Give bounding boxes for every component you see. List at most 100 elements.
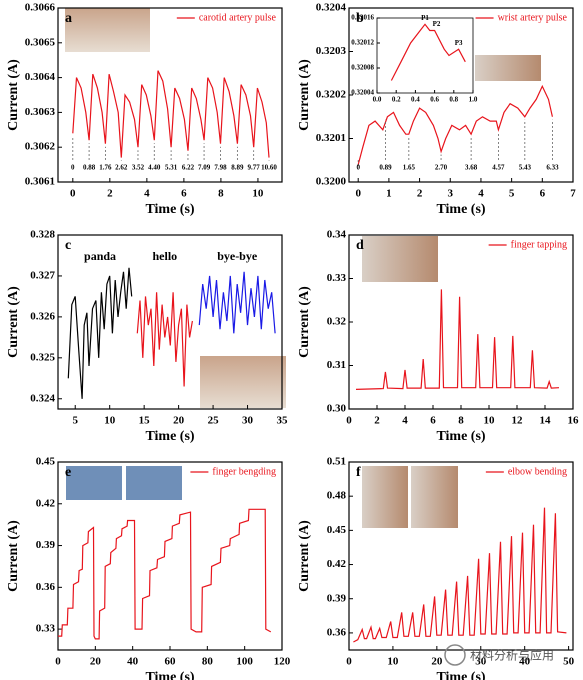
inset-line xyxy=(390,23,466,81)
series-line xyxy=(353,507,567,643)
x-tick-label: 16 xyxy=(568,415,580,427)
series-label: bye-bye xyxy=(217,249,258,263)
marker-label: 0.88 xyxy=(83,164,96,172)
x-tick-label: 4 xyxy=(402,415,408,427)
panel-label: a xyxy=(65,11,72,26)
y-tick-label: 0.3061 xyxy=(25,176,55,188)
x-tick-label: 0.2 xyxy=(392,96,401,104)
marker-label: 0 xyxy=(71,164,75,172)
marker-label: 2.70 xyxy=(435,164,448,172)
y-tick-label: 0.45 xyxy=(327,524,347,536)
panel-label: c xyxy=(65,238,71,253)
legend-label: finger bengding xyxy=(212,466,276,477)
x-tick-label: 0 xyxy=(70,188,76,200)
x-tick-label: 2 xyxy=(417,188,423,200)
x-tick-label: 10 xyxy=(252,188,264,200)
x-tick-label: 0 xyxy=(346,415,352,427)
y-tick-label: 0.36 xyxy=(327,626,347,638)
plot-frame xyxy=(348,461,574,651)
series-line xyxy=(67,267,133,399)
x-tick-label: 8 xyxy=(458,415,464,427)
photo-throat xyxy=(200,356,286,408)
x-axis-label: Time (s) xyxy=(145,429,194,444)
panel-label: f xyxy=(356,465,361,480)
y-tick-label: 0.3063 xyxy=(25,106,56,118)
y-tick-label: 0.3066 xyxy=(25,2,56,14)
x-tick-label: 2 xyxy=(374,415,380,427)
x-tick-label: 40 xyxy=(519,656,531,668)
marker-label: 6.33 xyxy=(546,164,559,172)
y-tick-label: 0.33 xyxy=(327,272,347,284)
x-tick-label: 0 xyxy=(346,656,352,668)
series-line xyxy=(72,70,270,158)
y-tick-label: 0.34 xyxy=(327,229,347,241)
photo-finger-1 xyxy=(66,466,122,500)
x-tick-label: 8 xyxy=(218,188,224,200)
y-tick-label: 0.51 xyxy=(327,456,346,468)
y-tick-label: 0.32012 xyxy=(351,39,374,47)
x-tick-label: 10 xyxy=(387,656,399,668)
x-tick-label: 50 xyxy=(563,656,575,668)
y-tick-label: 0.325 xyxy=(30,351,55,363)
x-tick-label: 20 xyxy=(173,415,185,427)
x-tick-label: 0.8 xyxy=(449,96,458,104)
y-tick-label: 0.32 xyxy=(327,316,347,328)
y-tick-label: 0.3064 xyxy=(25,71,56,83)
x-axis-label: Time (s) xyxy=(436,429,485,444)
y-tick-label: 0.3065 xyxy=(25,36,56,48)
y-axis-label: Current (A) xyxy=(297,59,312,131)
y-tick-label: 0.3202 xyxy=(316,89,347,101)
series-line xyxy=(58,508,272,640)
y-tick-label: 0.33 xyxy=(36,623,56,635)
marker-label: 5.43 xyxy=(519,164,532,172)
series-label: hello xyxy=(152,249,177,263)
marker-label: 4.57 xyxy=(492,164,505,172)
y-tick-label: 0.326 xyxy=(30,310,55,322)
marker-label: 9.77 xyxy=(248,164,261,172)
series-line xyxy=(355,289,560,390)
marker-label: 3.52 xyxy=(132,164,145,172)
y-axis-label: Current (A) xyxy=(6,286,21,358)
panel-label: b xyxy=(356,11,364,26)
plot-frame xyxy=(57,234,283,410)
x-tick-label: 14 xyxy=(540,415,552,427)
photo-elbow-1 xyxy=(362,466,408,528)
x-axis-label: Time (s) xyxy=(436,670,485,680)
y-tick-label: 0.3062 xyxy=(25,141,56,153)
marker-label: 7.09 xyxy=(198,164,211,172)
y-tick-label: 0.3201 xyxy=(316,132,346,144)
series-line xyxy=(198,271,276,334)
y-tick-label: 0.48 xyxy=(327,490,347,502)
x-tick-label: 0 xyxy=(355,188,361,200)
x-tick-label: 10 xyxy=(104,415,116,427)
x-tick-label: 20 xyxy=(90,656,102,668)
x-tick-label: 25 xyxy=(208,415,220,427)
legend-label: finger tapping xyxy=(511,239,567,250)
plot-frame xyxy=(57,7,283,183)
series-label: panda xyxy=(84,249,116,263)
x-tick-label: 30 xyxy=(242,415,254,427)
y-tick-label: 0.45 xyxy=(36,456,56,468)
x-tick-label: 1 xyxy=(386,188,392,200)
legend-label: elbow bending xyxy=(508,466,567,477)
plot-frame xyxy=(376,17,474,94)
x-tick-label: 35 xyxy=(277,415,289,427)
x-tick-label: 4 xyxy=(478,188,484,200)
x-tick-label: 120 xyxy=(274,656,291,668)
x-tick-label: 100 xyxy=(236,656,253,668)
legend-label: carotid artery pulse xyxy=(199,12,277,23)
x-tick-label: 1.0 xyxy=(469,96,478,104)
y-tick-label: 0.32004 xyxy=(351,89,374,97)
x-axis-label: Time (s) xyxy=(145,670,194,680)
x-axis-label: Time (s) xyxy=(436,202,485,217)
x-tick-label: 7 xyxy=(570,188,576,200)
x-tick-label: 0 xyxy=(55,656,61,668)
marker-label: 0.89 xyxy=(379,164,392,172)
marker-label: 2.62 xyxy=(115,164,128,172)
y-tick-label: 0.3204 xyxy=(316,2,347,14)
x-tick-label: 15 xyxy=(139,415,151,427)
y-axis-label: Current (A) xyxy=(6,59,21,131)
x-tick-label: 30 xyxy=(475,656,487,668)
x-tick-label: 10 xyxy=(484,415,496,427)
y-axis-label: Current (A) xyxy=(6,520,21,592)
